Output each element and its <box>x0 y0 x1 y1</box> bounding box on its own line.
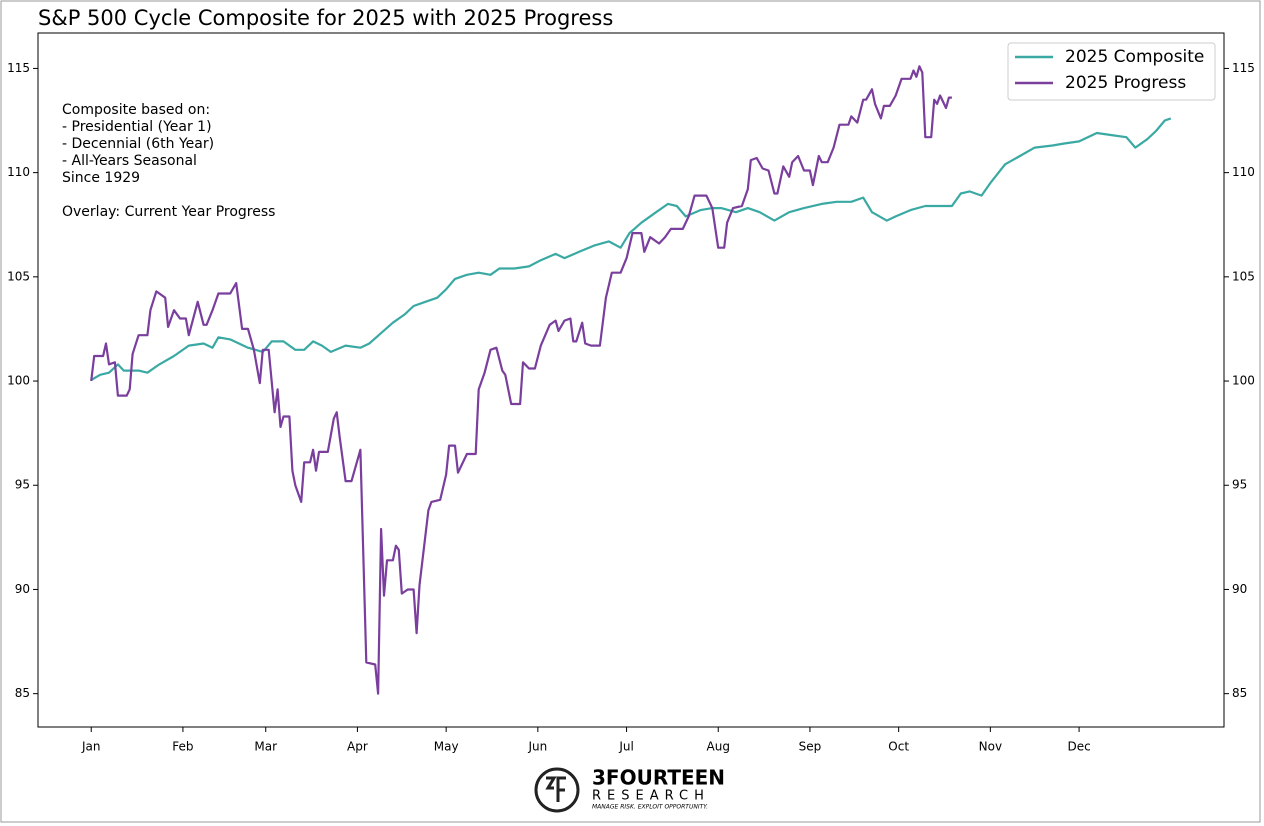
x-tick-label: Mar <box>254 740 277 754</box>
x-tick-label: Nov <box>979 740 1002 754</box>
legend-label: 2025 Progress <box>1065 73 1186 93</box>
y2-tick-label: 90 <box>1232 582 1247 596</box>
y-tick-label: 85 <box>15 686 30 700</box>
chart-title: S&P 500 Cycle Composite for 2025 with 20… <box>38 6 613 30</box>
legend-label: 2025 Composite <box>1065 47 1204 67</box>
logo-tagline: MANAGE RISK. EXPLOIT OPPORTUNITY. <box>592 804 708 811</box>
x-tick-label: Aug <box>707 740 730 754</box>
x-tick-label: Jun <box>527 740 547 754</box>
x-tick-label: Dec <box>1067 740 1090 754</box>
logo-glyph <box>545 776 566 802</box>
annotation: Overlay: Current Year Progress <box>62 204 275 220</box>
logo: 3FOURTEEN RESEARCH MANAGE RISK. EXPLOIT … <box>534 766 725 813</box>
annotation: Composite based on: <box>62 102 210 118</box>
annotation: - All-Years Seasonal <box>62 153 197 169</box>
annotation: - Decennial (6th Year) <box>62 136 214 152</box>
y2-tick-label: 105 <box>1232 269 1255 283</box>
y-tick-label: 105 <box>7 269 30 283</box>
y-tick-label: 110 <box>7 165 30 179</box>
x-tick-label: Feb <box>172 740 193 754</box>
legend-box <box>1007 42 1216 101</box>
annotation: - Presidential (Year 1) <box>62 119 212 135</box>
x-tick-label: Jul <box>618 740 633 754</box>
series-line <box>90 65 952 695</box>
annotation: Since 1929 <box>62 170 140 186</box>
y2-tick-label: 85 <box>1232 686 1247 700</box>
x-tick-label: May <box>434 740 459 754</box>
y-tick-label: 115 <box>7 61 30 75</box>
y2-tick-label: 110 <box>1232 165 1255 179</box>
logo-brand: 3FOURTEEN <box>592 766 725 790</box>
logo-circle <box>534 767 580 813</box>
y2-tick-label: 95 <box>1232 478 1247 492</box>
x-tick-label: Sep <box>799 740 822 754</box>
x-tick-label: Apr <box>347 740 368 754</box>
plot-frame <box>37 32 1225 728</box>
y2-tick-label: 100 <box>1232 374 1255 388</box>
x-tick-label: Oct <box>888 740 909 754</box>
y-tick-label: 100 <box>7 374 30 388</box>
y-tick-label: 90 <box>15 582 30 596</box>
y-tick-label: 95 <box>15 478 30 492</box>
logo-sub: RESEARCH <box>592 789 710 804</box>
y2-tick-label: 115 <box>1232 61 1255 75</box>
x-tick-label: Jan <box>81 740 101 754</box>
